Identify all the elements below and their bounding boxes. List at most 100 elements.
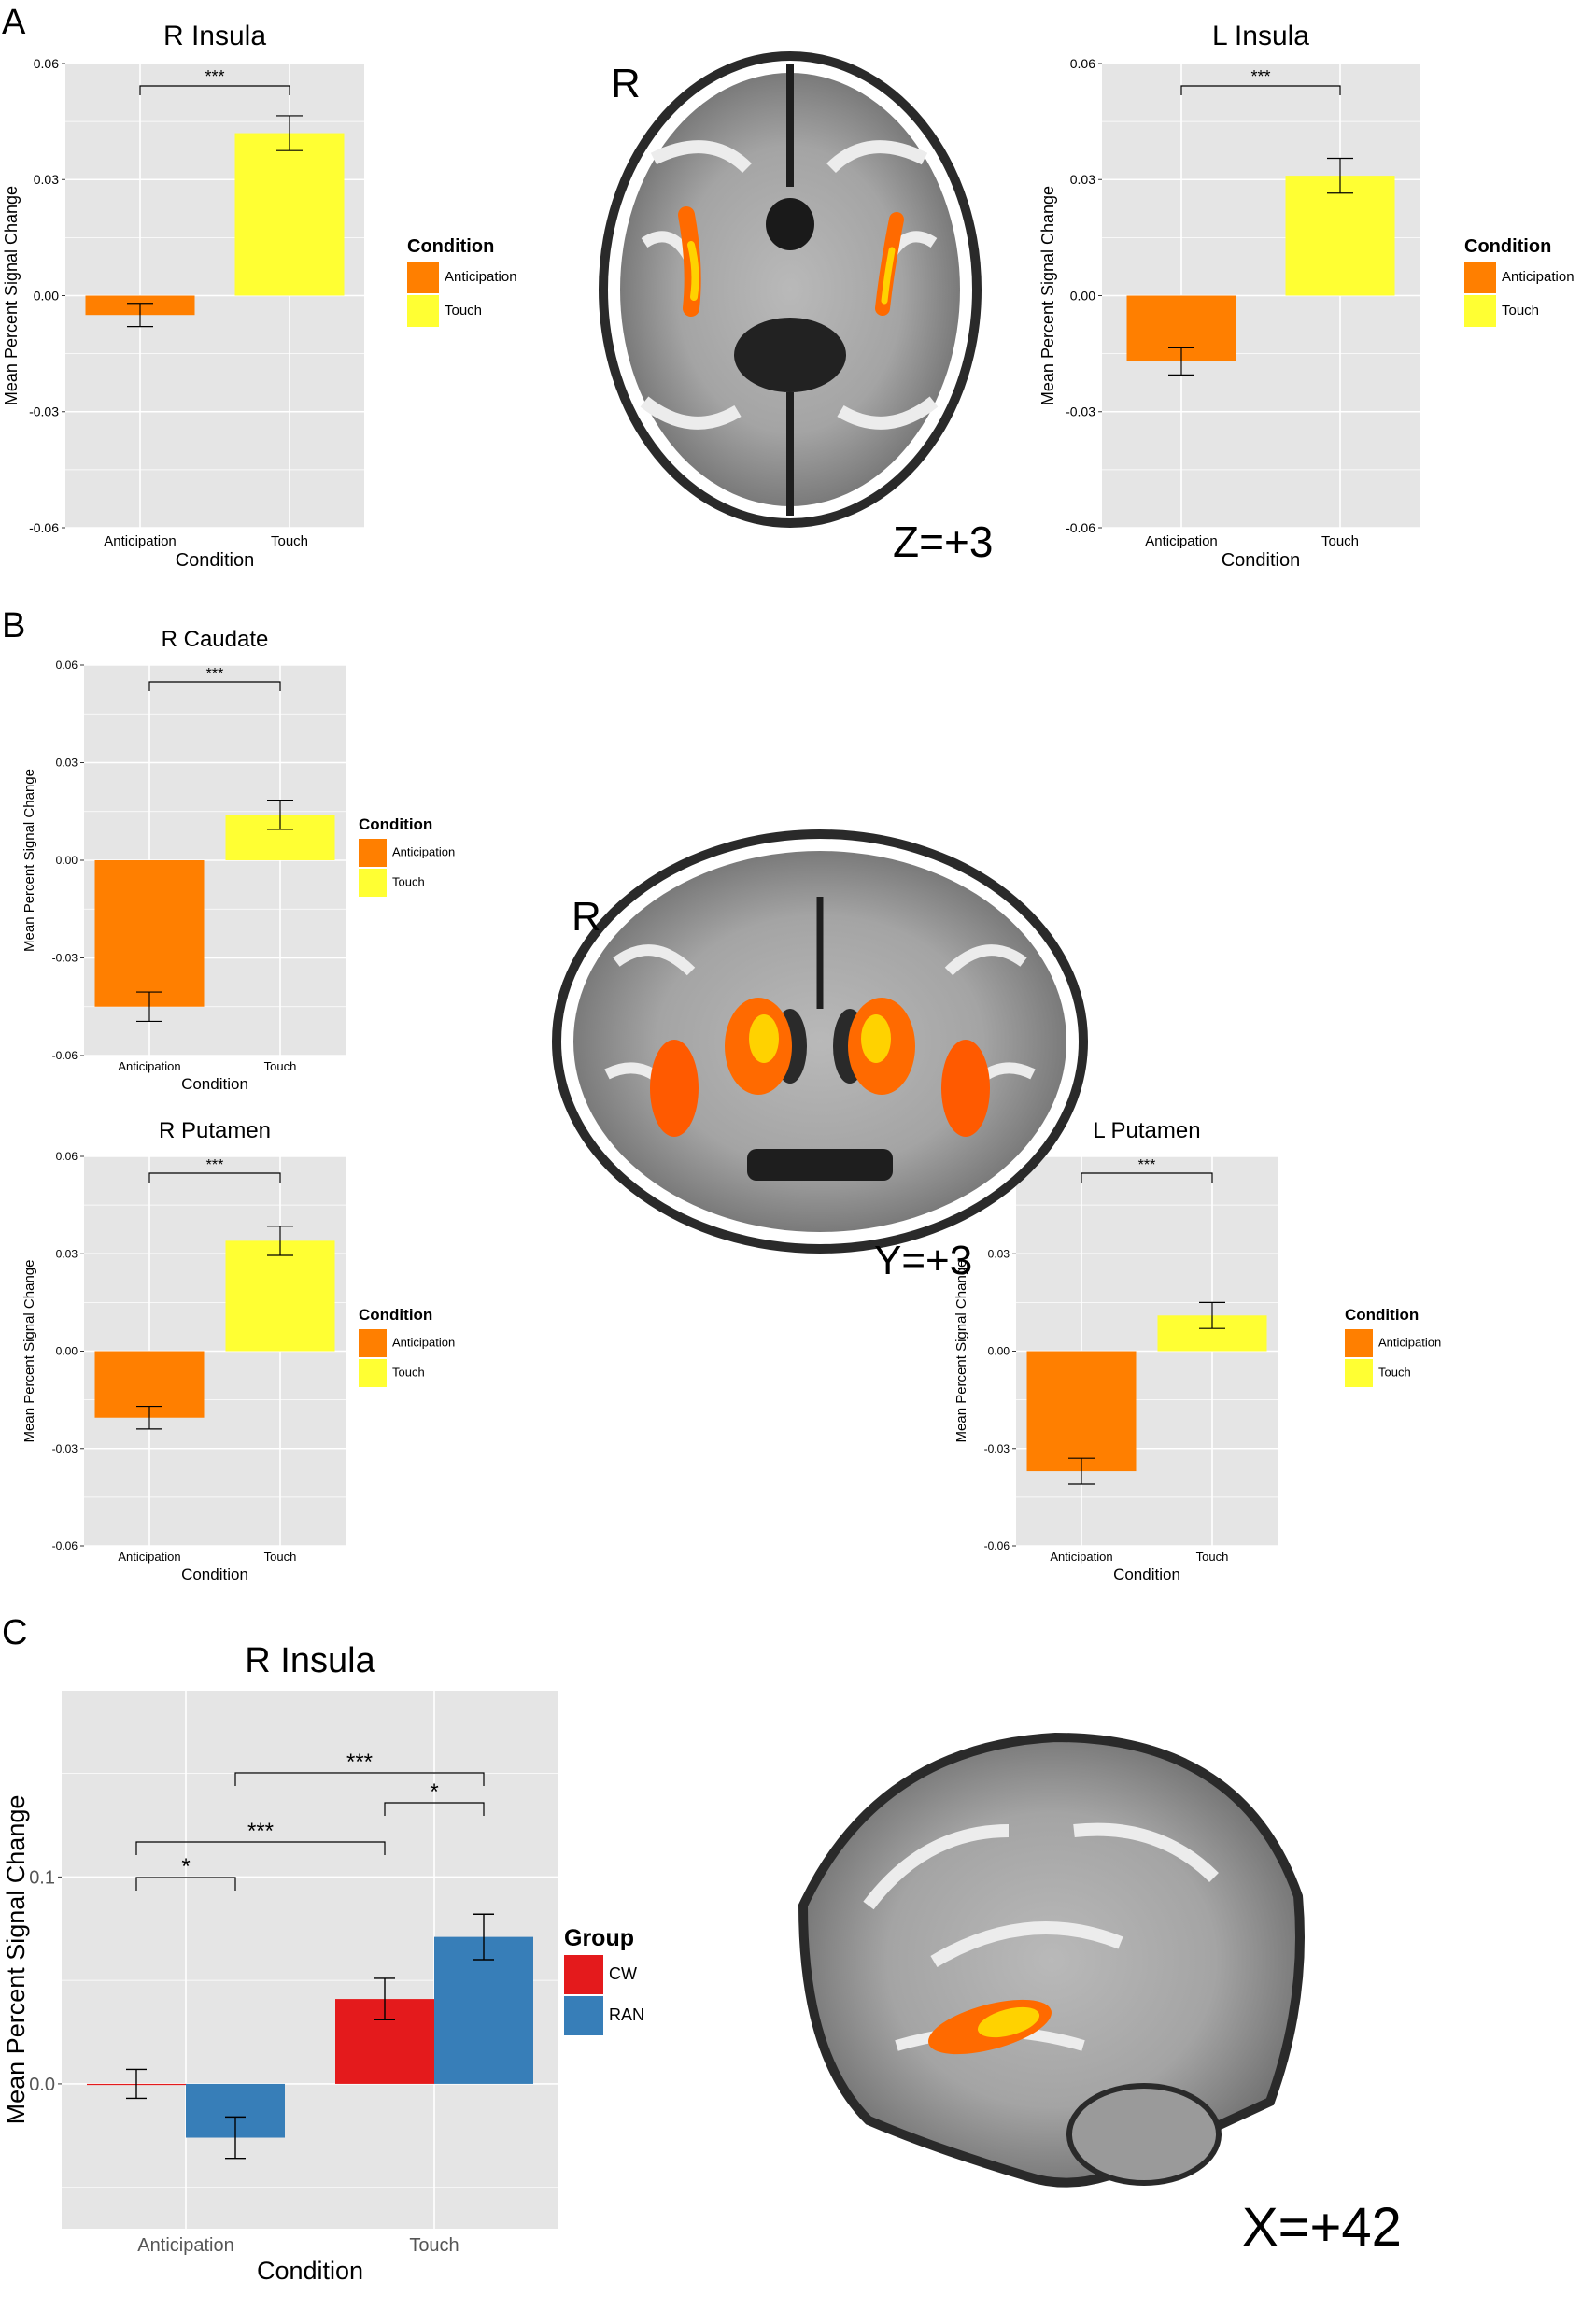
legend-swatch [564,1996,603,2035]
chart-r-caudate: -0.06 -0.03 0.00 0.03 0.06 *** Anticipation Tou… [21,627,455,1093]
legend-title: Condition [1345,1306,1419,1324]
y-tick-label: 0.03 [56,1247,78,1260]
x-tick-label: Touch [264,1550,297,1564]
y-axis-label: Mean Percent Signal Change [2,186,21,405]
legend-swatch [359,869,387,897]
y-tick-label: 0.0 [29,2075,55,2095]
x-axis-label: Condition [1113,1566,1180,1583]
chart-r-insula-a: -0.06 -0.03 0.00 0.03 0.06 *** Anticipation Tou… [2,21,517,571]
legend-swatch [359,1329,387,1357]
chart-title: L Insula [1212,21,1309,51]
x-axis-label: Condition [257,2257,363,2285]
y-axis-label: Mean Percent Signal Change [1038,186,1057,405]
y-tick-label: -0.03 [29,404,59,419]
bar-ran-touch [434,1936,533,2084]
legend-swatch [407,295,439,327]
legend-label: Anticipation [392,1336,455,1350]
y-axis-label: Mean Percent Signal Change [21,1260,37,1443]
y-tick-label: 0.03 [988,1247,1010,1260]
significance-label: *** [205,67,224,86]
y-tick-label: 0.03 [56,757,78,770]
significance-bracket [234,1772,485,1786]
y-tick-label: 0.1 [29,1867,55,1888]
legend-title: Condition [407,236,494,257]
legend-label: Anticipation [1378,1336,1441,1350]
brain-axial-slice: R Z=+3 [599,51,993,566]
legend-label: Anticipation [392,845,455,859]
x-tick-label: Anticipation [1145,533,1218,549]
x-tick-label: Anticipation [1050,1550,1112,1564]
y-tick-label: -0.06 [52,1539,78,1552]
x-tick-label: Anticipation [118,1550,180,1564]
y-tick-label: -0.06 [1066,520,1095,535]
y-tick-label: -0.03 [52,952,78,965]
legend-swatch [1345,1359,1373,1387]
legend-label: Touch [445,303,482,319]
legend-title: Group [564,1925,634,1951]
significance-label: * [181,1854,190,1879]
legend-label: Anticipation [445,269,517,285]
x-axis-label: Condition [181,1075,248,1093]
chart-title: R Insula [163,21,266,51]
legend-label: Touch [392,875,425,889]
significance-bracket [384,1802,485,1816]
panel-label-b: B [2,606,25,645]
significance-label: * [430,1779,438,1805]
legend-label: Touch [392,1366,425,1380]
y-tick-label: 0.03 [34,172,59,187]
legend-swatch [359,839,387,867]
bar-anticipation [94,860,205,1007]
y-tick-label: -0.03 [52,1442,78,1455]
x-tick-label: Touch [264,1059,297,1073]
y-tick-label: 0.00 [56,854,78,867]
legend-label: Anticipation [1502,269,1575,285]
legend-label: RAN [609,2005,644,2024]
bar-touch [225,1240,335,1352]
x-axis-label: Condition [176,550,255,571]
legend-title: Condition [359,1306,432,1324]
y-tick-label: -0.06 [52,1049,78,1062]
significance-bracket [1180,85,1341,95]
significance-label: *** [1138,1157,1156,1173]
y-tick-label: -0.03 [984,1442,1010,1455]
y-tick-label: 0.06 [34,56,59,71]
y-tick-label: -0.03 [1066,404,1095,419]
legend-title: Condition [359,815,432,833]
legend-swatch [407,262,439,293]
coronal-hemisphere-label: R [572,894,601,940]
chart-title: R Caudate [162,627,269,652]
y-tick-label: 0.06 [56,659,78,672]
panel-label-c: C [2,1613,27,1652]
significance-label: *** [346,1750,373,1775]
brain-sagittal-slice: X=+42 [798,1732,1402,2258]
legend-label: Touch [1502,303,1539,319]
chart-l-insula: -0.06 -0.03 0.00 0.03 0.06 *** Anticipation Tou… [1038,21,1575,571]
x-tick-label: Anticipation [104,533,177,549]
significance-label: *** [206,666,224,682]
chart-l-putamen: -0.06-0.030.000.030.06***AnticipationTou… [953,1118,1441,1583]
legend-label: CW [609,1964,637,1983]
legend-title: Condition [1464,236,1551,257]
y-tick-label: 0.03 [1070,172,1095,187]
significance-bracket [135,1841,386,1855]
chart-title: L Putamen [1093,1118,1200,1143]
significance-label: *** [1250,67,1270,86]
significance-label: *** [206,1157,224,1173]
legend-swatch [1464,295,1496,327]
y-tick-label: 0.00 [34,288,59,303]
x-tick-label: Touch [409,2235,459,2256]
y-axis-label: Mean Percent Signal Change [21,769,37,952]
x-axis-label: Condition [181,1566,248,1583]
y-tick-label: -0.06 [984,1539,1010,1552]
legend-label: Touch [1378,1366,1411,1380]
chart-title: R Putamen [159,1118,271,1143]
legend-swatch [359,1359,387,1387]
axial-coordinate-label: Z=+3 [893,517,993,566]
x-axis-label: Condition [1222,550,1301,571]
significance-label: *** [247,1819,274,1844]
significance-bracket [135,1877,236,1891]
significance-bracket [1081,1172,1213,1183]
significance-bracket [148,681,281,691]
y-tick-label: 0.06 [1070,56,1095,71]
